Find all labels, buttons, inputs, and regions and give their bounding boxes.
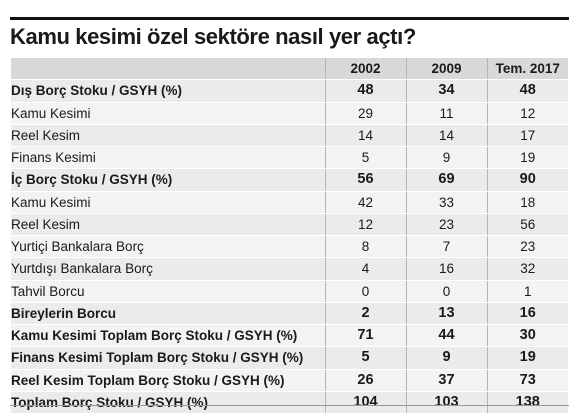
row-label: Kamu Kesimi [11,102,325,125]
row-value-2002: 14 [324,124,406,148]
column-header-2009: 2009 [405,58,487,81]
row-label: Reel Kesim Toplam Borç Stoku / GSYH (%) [11,369,325,392]
row-value-tem-2017: 18 [486,191,568,214]
row-value-2009: 23 [405,213,487,237]
row-value-tem-2017: 19 [486,146,568,170]
header-row: 2002 2009 Tem. 2017 [11,58,568,81]
table-row: Yurtdışı Bankalara Borç 4 16 32 [11,257,568,281]
table-row: Finans Kesimi 5 9 19 [11,146,568,170]
row-value-tem-2017: 17 [486,124,568,148]
row-value-2002: 4 [324,257,406,281]
row-label: Finans Kesimi [11,146,325,170]
row-label: Reel Kesim [11,213,325,237]
table-row: Reel Kesim 12 23 56 [11,213,568,237]
row-value-tem-2017: 30 [486,324,568,348]
row-value-2009: 9 [405,146,487,170]
row-label: Kamu Kesimi [11,191,325,214]
table-row: Kamu Kesimi Toplam Borç Stoku / GSYH (%)… [11,324,568,348]
row-value-tem-2017: 23 [486,235,568,259]
row-value-tem-2017: 90 [486,168,568,192]
row-value-tem-2017: 19 [486,346,568,370]
table-row: İç Borç Stoku / GSYH (%) 56 69 90 [11,168,568,192]
row-value-2009: 0 [405,280,487,303]
table-row: Dış Borç Stoku / GSYH (%) 48 34 48 [11,79,568,103]
page-title: Kamu kesimi özel sektöre nasıl yer açtı? [10,24,416,49]
row-label: Yurtdışı Bankalara Borç [11,257,325,281]
column-header-tem-2017: Tem. 2017 [486,58,568,81]
row-label: Bireylerin Borcu [11,302,325,326]
column-header-2002: 2002 [324,58,406,81]
row-value-2009: 69 [405,168,487,192]
row-label: Yurtiçi Bankalara Borç [11,235,325,259]
bottom-rule [10,405,569,406]
table-row: Toplam Borç Stoku / GSYH (%) 104 103 138 [11,391,568,415]
top-rule [10,17,569,20]
row-value-2002: 48 [324,79,406,103]
row-value-2002: 42 [324,191,406,214]
row-value-2009: 44 [405,324,487,348]
row-label: Dış Borç Stoku / GSYH (%) [11,79,325,103]
row-value-tem-2017: 12 [486,102,568,125]
row-value-tem-2017: 1 [486,280,568,303]
row-label: İç Borç Stoku / GSYH (%) [11,168,325,192]
row-value-tem-2017: 73 [486,369,568,392]
table-row: Kamu Kesimi 29 11 12 [11,102,568,125]
table-row: Bireylerin Borcu 2 13 16 [11,302,568,326]
row-label: Toplam Borç Stoku / GSYH (%) [11,391,325,415]
row-value-2009: 7 [405,235,487,259]
row-value-tem-2017: 56 [486,213,568,237]
table-row: Kamu Kesimi 42 33 18 [11,191,568,214]
row-value-tem-2017: 16 [486,302,568,326]
row-value-2002: 8 [324,235,406,259]
row-label: Kamu Kesimi Toplam Borç Stoku / GSYH (%) [11,324,325,348]
row-value-tem-2017: 48 [486,79,568,103]
row-label: Reel Kesim [11,124,325,148]
row-value-2009: 33 [405,191,487,214]
row-value-2009: 14 [405,124,487,148]
table-row: Reel Kesim Toplam Borç Stoku / GSYH (%) 2… [11,369,568,392]
row-value-tem-2017: 138 [486,391,568,415]
row-value-2009: 103 [405,391,487,415]
table-row: Tahvil Borcu 0 0 1 [11,280,568,303]
row-value-2009: 16 [405,257,487,281]
debt-table: 2002 2009 Tem. 2017 Dış Borç Stoku / GSY… [11,58,568,415]
header-label-cell [11,58,325,81]
row-label: Tahvil Borcu [11,280,325,303]
row-value-2002: 104 [324,391,406,415]
row-value-2009: 9 [405,346,487,370]
row-value-2009: 37 [405,369,487,392]
row-value-2009: 11 [405,102,487,125]
row-value-2002: 56 [324,168,406,192]
table-row: Yurtiçi Bankalara Borç 8 7 23 [11,235,568,259]
row-value-2009: 13 [405,302,487,326]
table-row: Reel Kesim 14 14 17 [11,124,568,148]
row-value-2002: 71 [324,324,406,348]
row-value-tem-2017: 32 [486,257,568,281]
row-value-2002: 5 [324,146,406,170]
row-value-2002: 0 [324,280,406,303]
row-value-2002: 5 [324,346,406,370]
row-label: Finans Kesimi Toplam Borç Stoku / GSYH (… [11,346,325,370]
row-value-2002: 26 [324,369,406,392]
row-value-2002: 2 [324,302,406,326]
row-value-2002: 12 [324,213,406,237]
row-value-2009: 34 [405,79,487,103]
table-row: Finans Kesimi Toplam Borç Stoku / GSYH (… [11,346,568,370]
row-value-2002: 29 [324,102,406,125]
